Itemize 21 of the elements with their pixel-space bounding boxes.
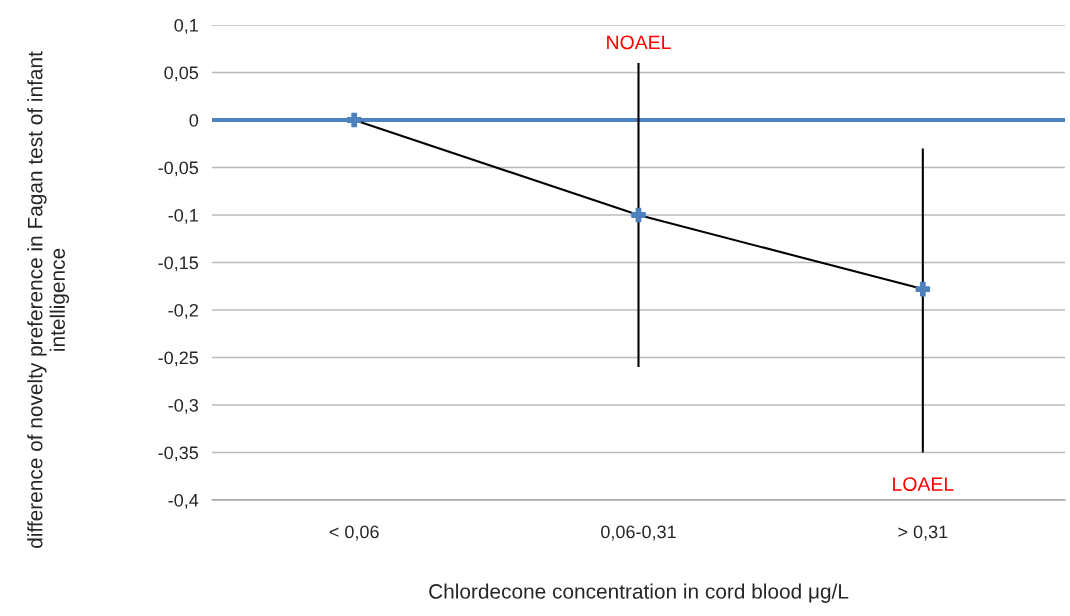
x-tick-label: > 0,31 — [898, 525, 948, 541]
y-axis-title: difference of novelty preference in Fagan test of infant intelligence — [27, 51, 70, 548]
y-tick-label: 0 — [189, 113, 199, 127]
x-axis-title: Chlordecone concentration in cord blood μg/L — [429, 583, 849, 603]
y-tick-label: -0,05 — [158, 161, 199, 177]
x-tick-label: 0,06-0,31 — [601, 525, 676, 541]
y-tick-label: -0,35 — [158, 446, 199, 462]
y-tick-label: -0,3 — [168, 398, 199, 414]
y-tick-label: -0,4 — [168, 493, 199, 509]
y-tick-label: -0,2 — [168, 303, 198, 319]
y-tick-label: -0,1 — [168, 208, 198, 224]
annotation: LOAEL — [893, 477, 954, 491]
point — [346, 112, 362, 128]
y-tick-label: 0,05 — [164, 66, 199, 82]
y-tick-label: -0,15 — [158, 256, 199, 272]
point — [915, 281, 931, 297]
y-tick-label: -0,25 — [158, 351, 199, 367]
x-tick-label: < 0,06 — [329, 525, 379, 541]
y-tick-label: 0,1 — [174, 18, 198, 34]
point — [631, 207, 646, 223]
annotation: NOAEL — [607, 35, 671, 50]
